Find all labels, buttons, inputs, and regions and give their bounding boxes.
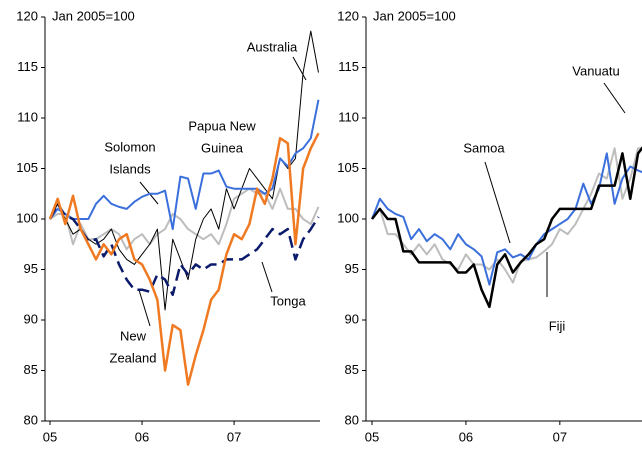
plot (48, 30, 320, 386)
x-tick-label: 06 (135, 429, 149, 444)
y-tick-label: 120 (16, 8, 38, 23)
series-line (371, 152, 642, 286)
series-line (371, 147, 642, 284)
annotation: Guinea (201, 140, 244, 155)
y-tick-label: 110 (17, 109, 38, 124)
plot (371, 146, 642, 309)
y-tick-label: 100 (337, 210, 359, 225)
leader-line (603, 82, 626, 114)
note: Jan 2005=100 (52, 8, 135, 23)
y-tick-label: 95 (24, 261, 38, 276)
leader-line (484, 161, 511, 244)
y-tick-label: 80 (24, 412, 38, 427)
annotation: Australia (247, 39, 298, 54)
y-tick-label: 85 (24, 362, 38, 377)
leader-line (261, 261, 273, 293)
annotation: Samoa (463, 140, 505, 155)
x-tick-label: 06 (459, 429, 473, 444)
leader-line (138, 289, 151, 327)
y-tick-label: 120 (337, 8, 359, 23)
y-tick-label: 115 (17, 59, 38, 74)
y-tick-label: 85 (345, 362, 359, 377)
annotation: Islands (109, 161, 151, 176)
y-tick-label: 115 (338, 59, 359, 74)
annotation: Zealand (110, 350, 157, 365)
y-tick-label: 100 (16, 210, 38, 225)
y-tick-label: 105 (337, 160, 359, 175)
y-tick-label: 80 (345, 412, 359, 427)
annotation: Tonga (270, 293, 306, 308)
annotation: New (120, 328, 147, 343)
series-line (48, 132, 320, 386)
note: Jan 2005=100 (373, 8, 456, 23)
y-tick-label: 105 (16, 160, 38, 175)
series-line (48, 202, 320, 296)
series-line (371, 146, 642, 309)
x-tick-label: 05 (43, 429, 57, 444)
y-tick-label: 110 (338, 109, 359, 124)
x-tick-label: 07 (553, 429, 567, 444)
y-tick-label: 95 (345, 261, 359, 276)
y-tick-label: 90 (24, 311, 38, 326)
x-tick-label: 07 (227, 429, 241, 444)
annotation: Fiji (549, 318, 566, 333)
annotation: Papua New (188, 118, 256, 133)
x-tick-label: 05 (365, 429, 379, 444)
annotation: Vanuatu (572, 63, 619, 78)
leader-line (292, 56, 307, 81)
annotation: Solomon (104, 139, 155, 154)
y-tick-label: 90 (345, 311, 359, 326)
series-line (49, 99, 320, 231)
